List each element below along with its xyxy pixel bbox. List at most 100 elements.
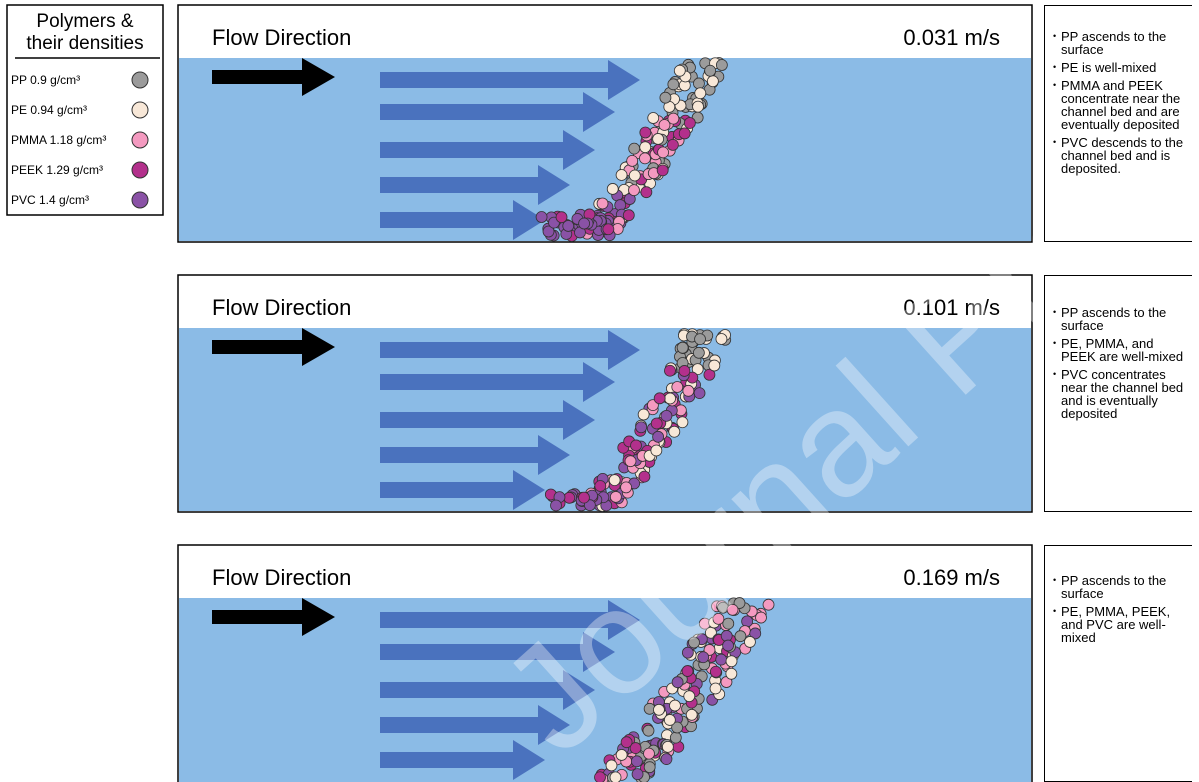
flow-label: Flow Direction [212,25,351,50]
notes-box: PP ascends to the surface PE is well-mixe… [1044,5,1192,242]
notes-box: PP ascends to the surface PE, PMMA, and P… [1044,275,1192,512]
note: PP ascends to the surface [1061,306,1188,332]
particle [661,410,672,421]
note: PP ascends to the surface [1061,30,1188,56]
particle [653,431,664,442]
legend-label: PE 0.94 g/cm³ [11,103,87,117]
particle [658,147,669,158]
particle [610,491,621,502]
legend-title-line: their densities [26,33,143,54]
particle [651,418,662,429]
note: PE, PMMA, PEEK, and PVC are well-mixed [1061,605,1188,644]
particle [639,471,650,482]
particle [674,65,685,76]
note: PE, PMMA, and PEEK are well-mixed [1061,337,1188,363]
particle [629,170,640,181]
particle [684,117,695,128]
particle [595,480,606,491]
particle [726,656,737,667]
particle [693,78,704,89]
particle [640,127,651,138]
particle [631,756,642,767]
particle [694,388,705,399]
particle [651,445,662,456]
particle [639,153,650,164]
particle [705,65,716,76]
particle [660,92,671,103]
particle [661,754,672,765]
particle [621,482,632,493]
particle [536,212,547,223]
particle [657,165,668,176]
particle [686,709,697,720]
legend-label: PEEK 1.29 g/cm³ [11,163,103,177]
particle [644,748,655,759]
particle [677,342,688,353]
legend-swatch [132,72,148,88]
particle [640,142,651,153]
particle [556,212,567,223]
speed-label: 0.031 m/s [903,25,1000,50]
particle [623,210,634,221]
legend-swatch [132,102,148,118]
particle [710,683,721,694]
note: PMMA and PEEK concentrate near the chann… [1061,79,1188,131]
particle [578,492,589,503]
particle [664,365,675,376]
particle [665,393,676,404]
particle [716,333,727,344]
legend-label: PP 0.9 g/cm³ [11,73,80,87]
particle [693,101,704,112]
notes-list: PP ascends to the surface PE, PMMA, and P… [1052,306,1188,420]
flow-label: Flow Direction [212,565,351,590]
diagram: Polymers &their densities PP 0.9 g/cm³ PE … [0,0,1199,782]
flow-label: Flow Direction [212,295,351,320]
legend-label: PMMA 1.18 g/cm³ [11,133,106,147]
notes-box: PP ascends to the surface PE, PMMA, PEEK,… [1044,545,1192,782]
particle [716,60,727,71]
particle [668,79,679,90]
particle [606,760,617,771]
particle [667,139,678,150]
particle [662,741,673,752]
particle [707,76,718,87]
particle [603,224,614,235]
particle [597,198,608,209]
particle [631,440,642,451]
particle [607,183,618,194]
particle [709,360,720,371]
particle [726,668,737,679]
particle [632,769,643,780]
notes-list: PP ascends to the surface PE is well-mixe… [1052,30,1188,175]
particle [636,422,647,433]
legend-title-line: Polymers & [36,11,133,32]
speed-label: 0.169 m/s [903,565,1000,590]
particle [609,475,620,486]
note: PE is well-mixed [1061,61,1188,74]
legend-swatch [132,162,148,178]
particle [638,409,649,420]
legend-swatch [132,192,148,208]
particle [679,365,690,376]
page: Polymers &their densities PP 0.9 g/cm³ PE … [0,0,1199,782]
particle [610,772,621,782]
note: PP ascends to the surface [1061,574,1188,600]
particle [641,187,652,198]
particle [668,113,679,124]
note: PVC descends to the channel bed and is d… [1061,136,1188,175]
particle [625,456,636,467]
particle [564,492,575,503]
particle [628,185,639,196]
legend-swatch [132,132,148,148]
particle [644,762,655,773]
particle [683,385,694,396]
notes-list: PP ascends to the surface PE, PMMA, PEEK,… [1052,574,1188,644]
particle [653,133,664,144]
note: PVC concentrates near the channel bed an… [1061,368,1188,420]
particle [595,772,606,782]
particle [664,714,675,725]
particle [551,500,562,511]
particle [669,426,680,437]
particle [693,347,704,358]
particle [672,381,683,392]
